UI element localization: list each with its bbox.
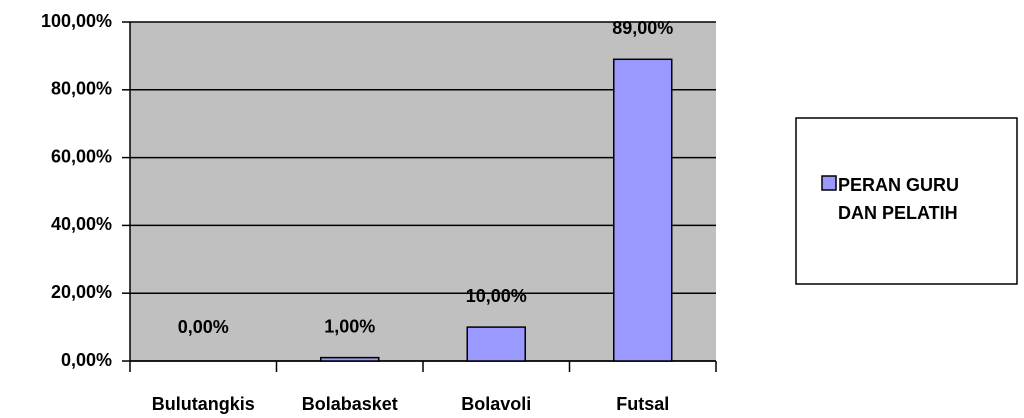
y-tick-label: 40,00% xyxy=(51,214,112,234)
legend-swatch xyxy=(821,175,837,191)
x-tick-label: Bolabasket xyxy=(302,394,398,414)
data-label: 89,00% xyxy=(612,18,673,38)
x-tick-label: Bulutangkis xyxy=(152,394,255,414)
legend-box xyxy=(795,117,1018,285)
y-tick-label: 0,00% xyxy=(61,350,112,370)
y-tick-label: 80,00% xyxy=(51,79,112,99)
bar xyxy=(320,356,380,362)
data-label: 1,00% xyxy=(324,316,375,336)
legend-label: PERAN GURU DAN PELATIH xyxy=(838,175,960,223)
y-tick-label: 20,00% xyxy=(51,282,112,302)
data-label: 0,00% xyxy=(178,317,229,337)
x-tick-label: Futsal xyxy=(616,394,669,414)
y-tick-label: 60,00% xyxy=(51,146,112,166)
bar xyxy=(613,58,673,362)
x-tick-label: Bolavoli xyxy=(461,394,531,414)
bar xyxy=(466,326,526,362)
data-label: 10,00% xyxy=(466,286,527,306)
y-tick-label: 100,00% xyxy=(41,11,112,31)
